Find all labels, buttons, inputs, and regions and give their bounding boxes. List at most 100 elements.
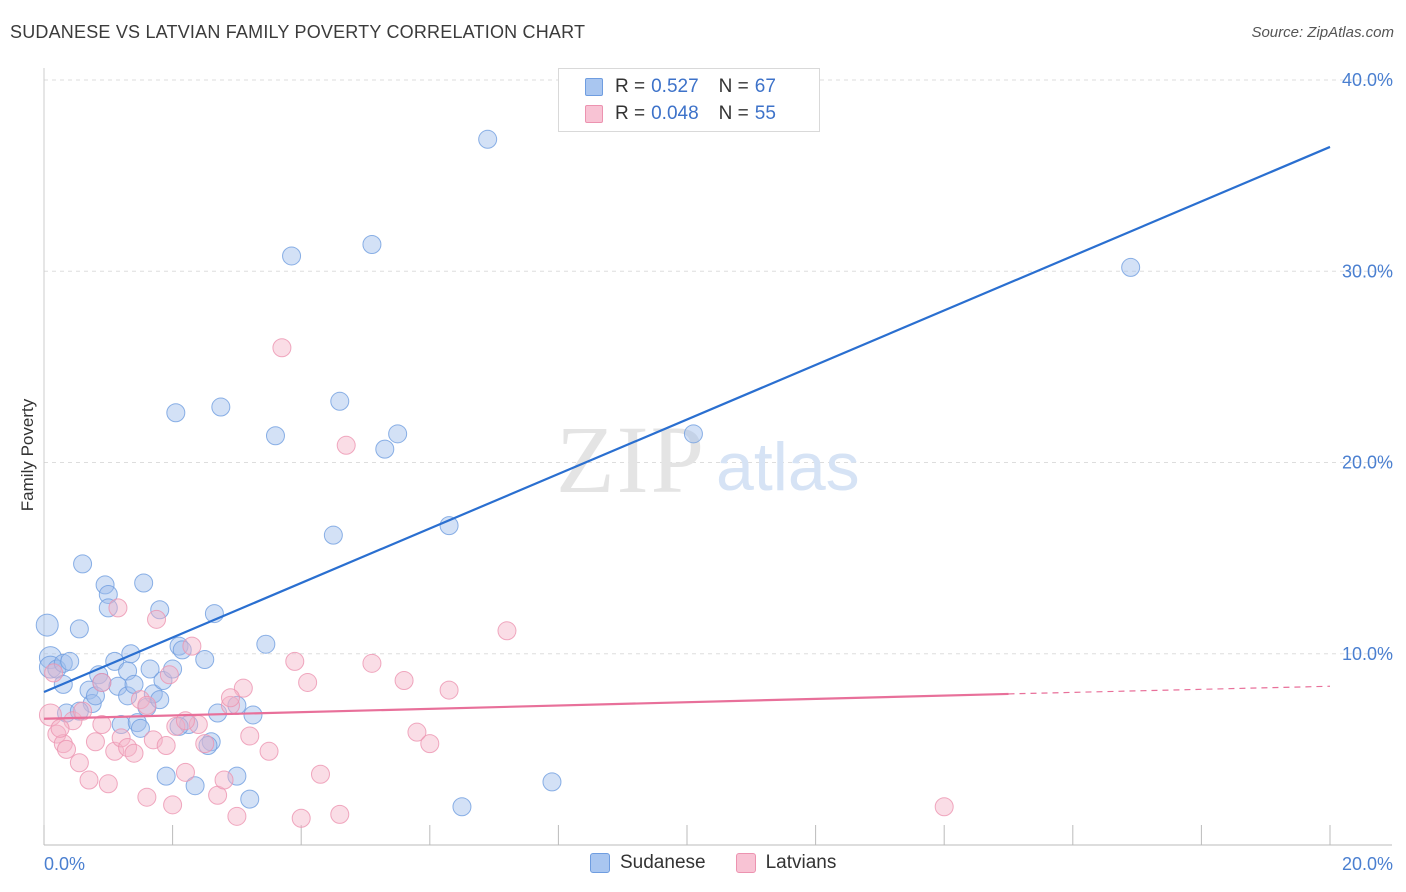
tick-labels: 10.0% 20.0% 30.0% 40.0% 0.0% 20.0% <box>44 70 1393 874</box>
legend-label: Sudanese <box>620 852 706 873</box>
sudanese-point <box>69 619 89 639</box>
grid-lines <box>44 79 1392 655</box>
latvians-swatch <box>735 853 756 873</box>
sudanese-point <box>227 766 247 786</box>
legend-item-latvians[interactable]: Latvians <box>735 852 837 874</box>
sudanese-point <box>201 732 221 752</box>
latvians-swatch <box>585 105 603 123</box>
y-tick-label: 10.0% <box>1342 644 1393 664</box>
sudanese-point <box>452 797 472 817</box>
sudanese-point <box>478 129 498 149</box>
r-value: 0.527 <box>651 76 699 97</box>
latvians-point <box>233 678 253 698</box>
chart-title: SUDANESE VS LATVIAN FAMILY POVERTY CORRE… <box>10 22 586 42</box>
sudanese-swatch <box>585 78 603 96</box>
legend-row-latvians: R = 0.048 N = 55 <box>585 102 776 126</box>
axes <box>43 68 1392 846</box>
latvians-point <box>57 739 77 759</box>
sudanese-point <box>265 426 285 446</box>
sudanese-point <box>172 640 192 660</box>
latvians-point <box>310 764 330 784</box>
latvians-point <box>298 672 318 692</box>
sudanese-trend-line <box>43 145 1331 694</box>
latvians-point <box>195 734 215 754</box>
legend-item-sudanese[interactable]: Sudanese <box>590 852 706 874</box>
latvians-point <box>92 715 112 735</box>
latvians-point <box>92 672 112 692</box>
sudanese-point <box>140 659 160 679</box>
y-tick-label: 20.0% <box>1342 453 1393 473</box>
sudanese-point <box>150 690 170 710</box>
latvians-point <box>73 701 93 721</box>
latvians-point <box>407 722 427 742</box>
n-label: N = <box>718 76 749 97</box>
source-label: Source: ZipAtlas.com <box>1251 24 1394 41</box>
latvians-point <box>69 753 89 773</box>
latvians-point <box>47 724 67 744</box>
sudanese-point <box>330 391 350 411</box>
sudanese-point <box>166 403 186 423</box>
latvians-point <box>336 435 356 455</box>
latvians-point <box>272 338 292 358</box>
latvians-point <box>362 653 382 673</box>
latvians-point <box>147 609 167 629</box>
latvians-point <box>420 734 440 754</box>
sudanese-point <box>185 776 205 796</box>
latvians-point <box>159 665 179 685</box>
sudanese-point <box>98 584 118 604</box>
latvians-point <box>124 743 144 763</box>
latvians-trend-extension <box>1008 685 1331 695</box>
r-value: 0.048 <box>651 103 699 124</box>
latvians-point <box>285 651 305 671</box>
latvians-point <box>143 730 163 750</box>
sudanese-swatch <box>590 853 610 873</box>
sudanese-point <box>323 525 343 545</box>
sudanese-point <box>542 772 562 792</box>
latvians-point <box>98 774 118 794</box>
watermark: ZIP atlas <box>556 406 860 513</box>
r-label: R = <box>615 76 646 97</box>
latvians-point <box>227 806 247 826</box>
sudanese-point <box>362 234 382 254</box>
sudanese-point <box>127 713 147 733</box>
sudanese-point <box>60 651 80 671</box>
latvians-point <box>85 732 105 752</box>
latvians-point <box>166 716 186 736</box>
latvians-point <box>497 621 517 641</box>
sudanese-point <box>240 789 260 809</box>
n-value: 67 <box>754 76 776 97</box>
sudanese-point <box>53 653 73 673</box>
sudanese-point <box>1121 257 1141 277</box>
sudanese-point <box>118 686 138 706</box>
latvians-point <box>220 688 240 708</box>
sudanese-point <box>98 598 118 618</box>
sudanese-point <box>73 554 93 574</box>
n-label: N = <box>718 103 749 124</box>
sudanese-point <box>211 397 231 417</box>
y-axis-label: Family Poverty <box>18 398 37 512</box>
x-tick-label: 20.0% <box>1342 854 1393 874</box>
sudanese-point <box>156 766 176 786</box>
latvians-point <box>439 680 459 700</box>
latvians-point <box>330 804 350 824</box>
sudanese-point <box>198 736 218 756</box>
sudanese-point <box>35 613 59 637</box>
correlation-legend: R = 0.527 N = 67 R = 0.048 N = 55 <box>558 68 820 132</box>
latvians-point <box>934 797 954 817</box>
sudanese-point <box>256 634 276 654</box>
latvians-trend-line <box>43 692 1009 720</box>
sudanese-point <box>130 718 150 738</box>
latvians-point <box>394 671 414 691</box>
legend-label: Latvians <box>765 852 837 873</box>
latvians-point <box>50 718 70 738</box>
latvians-point <box>163 795 183 815</box>
sudanese-point <box>282 246 302 266</box>
latvians-point <box>79 770 99 790</box>
latvians-point <box>175 762 195 782</box>
latvians-point <box>214 770 234 790</box>
sudanese-point <box>195 649 215 669</box>
latvians-point <box>156 736 176 756</box>
x-tick-label: 0.0% <box>44 854 85 874</box>
watermark-atlas: atlas <box>716 429 860 505</box>
latvians-point <box>182 636 202 656</box>
